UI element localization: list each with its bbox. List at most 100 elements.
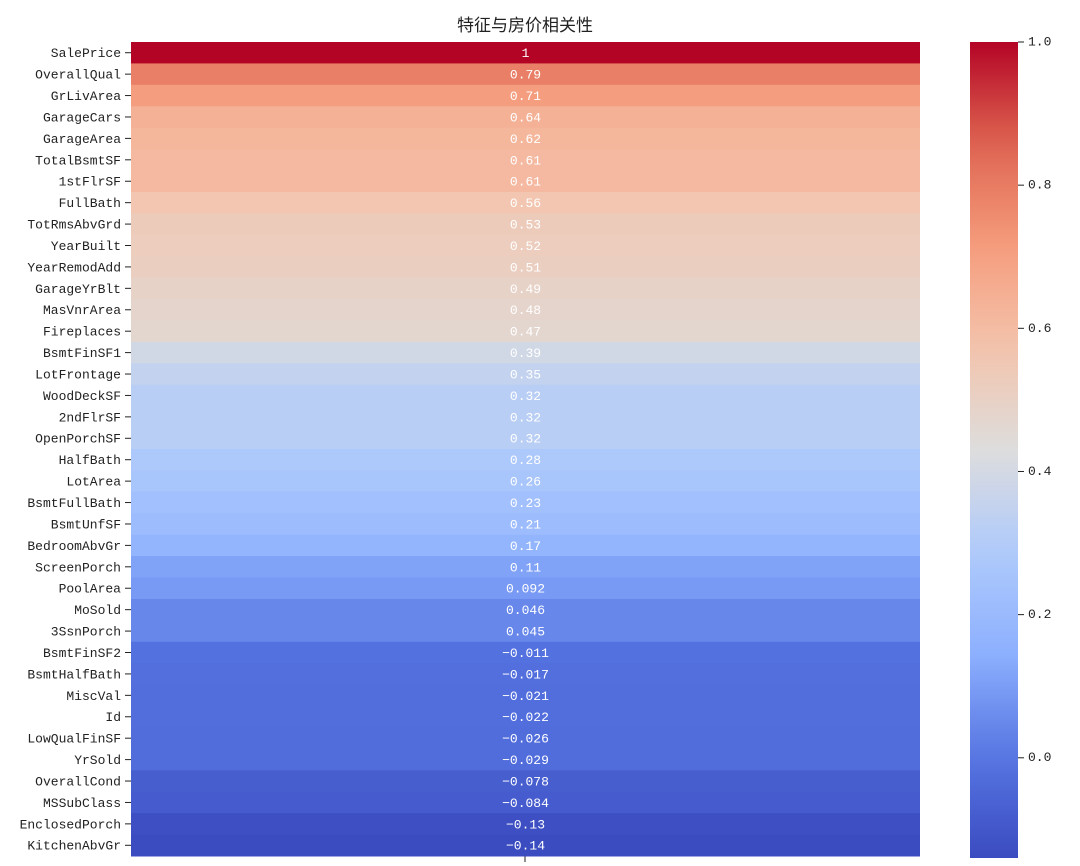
heatmap-cell [131,748,920,771]
y-tick-label: EnclosedPorch [20,817,121,832]
heatmap-cell [131,341,920,364]
colorbar-tick-label: 0.8 [1028,178,1051,193]
cell-label: 0.28 [510,453,541,468]
cell-label: 0.11 [510,560,541,575]
heatmap-cell [131,598,920,621]
heatmap-cell [131,427,920,450]
cell-label: −0.029 [502,753,549,768]
heatmap-cell [131,406,920,429]
cell-label: 0.32 [510,410,541,425]
cell-label: 0.092 [506,582,545,597]
colorbar-tick-label: 0.6 [1028,321,1051,336]
cell-label: 0.71 [510,89,541,104]
heatmap-cell [131,663,920,686]
heatmap-cell [131,449,920,471]
y-tick-label: SalePrice [51,46,121,61]
y-tick-label: BsmtUnfSF [51,517,121,532]
heatmap-cell [131,620,920,643]
heatmap-cell [131,706,920,728]
heatmap-cell [131,727,920,750]
cell-label: 0.35 [510,367,541,382]
cell-label: 0.79 [510,68,541,83]
colorbar-tick-label: 0.0 [1028,750,1051,765]
cell-label: 0.51 [510,260,541,275]
colorbar-tick-label: 1.0 [1028,34,1051,49]
y-tick-label: GarageYrBlt [35,282,121,297]
y-tick-label: OverallCond [35,774,121,789]
heatmap-cell [131,299,920,321]
cell-label: −0.021 [502,689,549,704]
cell-label: 1 [522,46,530,61]
y-tick-label: TotalBsmtSF [35,153,121,168]
heatmap-cell [131,170,920,193]
heatmap-cell [131,256,920,279]
y-tick-label: YearRemodAdd [27,260,121,275]
colorbar [970,42,1018,858]
y-tick-label: GarageArea [43,132,121,147]
y-tick-label: GarageCars [43,110,121,125]
y-tick-label: MiscVal [66,689,121,704]
heatmap-cell [131,84,920,107]
cell-label: −0.078 [502,774,549,789]
y-tick-label: PoolArea [59,582,122,597]
y-tick-label: GrLivArea [51,89,121,104]
y-tick-label: MoSold [74,603,121,618]
cell-label: 0.49 [510,282,541,297]
cell-label: 0.046 [506,603,545,618]
heatmap-cell [131,556,920,579]
cell-label: 0.48 [510,303,541,318]
y-tick-label: WoodDeckSF [43,389,121,404]
cell-label: 0.17 [510,539,541,554]
y-tick-label: MSSubClass [43,796,121,811]
y-tick-label: BsmtFullBath [27,496,121,511]
cell-label: −0.017 [502,667,549,682]
cell-label: −0.13 [506,817,545,832]
y-tick-label: 1stFlrSF [59,175,121,190]
cell-label: −0.022 [502,710,549,725]
heatmap-cell [131,513,920,536]
heatmap-cell [131,813,920,836]
cell-label: −0.084 [502,796,549,811]
y-tick-label: YearBuilt [51,239,121,254]
heatmap-cell [131,470,920,493]
y-tick-label: BsmtHalfBath [27,667,121,682]
y-tick-label: 2ndFlrSF [59,410,121,425]
cell-label: −0.14 [506,839,545,854]
chart-title: 特征与房价相关性 [457,16,593,36]
cell-label: 0.61 [510,175,541,190]
cell-label: 0.045 [506,625,545,640]
cell-label: 0.39 [510,346,541,361]
cell-label: 0.61 [510,153,541,168]
cell-label: 0.62 [510,132,541,147]
heatmap-cell [131,213,920,236]
colorbar-tick-label: 0.4 [1028,464,1052,479]
cell-label: 0.26 [510,475,541,490]
heatmap-cell [131,234,920,257]
y-tick-label: HalfBath [59,453,121,468]
cell-label: 0.23 [510,496,541,511]
heatmap-cell [131,791,920,814]
y-tick-label: OpenPorchSF [35,432,121,447]
heatmap-cell [131,106,920,129]
heatmap-cell [131,834,920,857]
heatmap-cell [131,577,920,600]
colorbar-tick-label: 0.2 [1028,607,1051,622]
y-tick-label: MasVnrArea [43,303,121,318]
heatmap-cell [131,320,920,343]
heatmap-cell [131,63,920,86]
y-tick-label: BsmtFinSF1 [43,346,121,361]
heatmap-cell [131,277,920,300]
heatmap-cell [131,191,920,214]
y-tick-label: TotRmsAbvGrd [27,218,121,233]
y-tick-label: Id [105,710,121,725]
heatmap-cell [131,770,920,793]
y-tick-label: ScreenPorch [35,560,121,575]
heatmap-cell [131,384,920,407]
heatmap-cell [131,127,920,150]
y-tick-label: KitchenAbvGr [27,839,121,854]
y-tick-label: BedroomAbvGr [27,539,121,554]
cell-label: 0.64 [510,110,541,125]
cell-label: 0.52 [510,239,541,254]
heatmap-cell [131,42,920,64]
